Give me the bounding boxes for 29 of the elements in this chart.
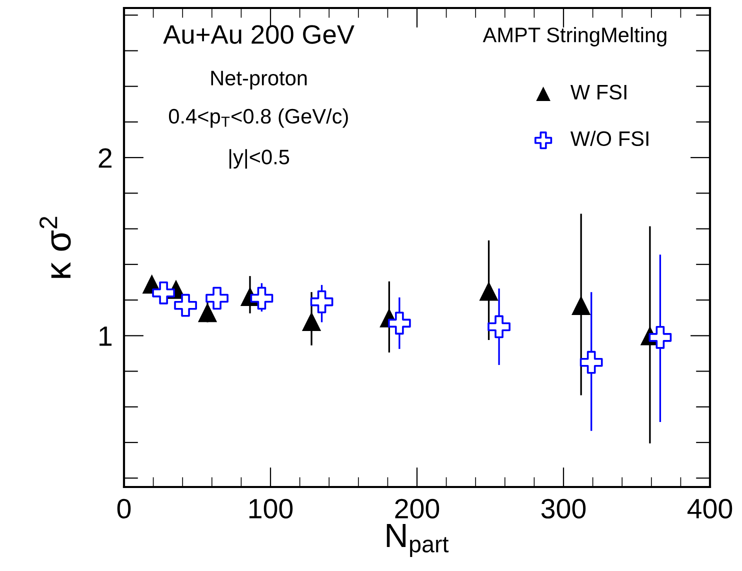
legend-label: W/O FSI bbox=[570, 130, 648, 146]
annotation: Net-proton bbox=[211, 70, 307, 90]
point bbox=[206, 286, 228, 310]
x-tick-label: 300 bbox=[541, 498, 586, 519]
annotation: AMPT StringMelting bbox=[482, 27, 666, 46]
annotation: |y|<0.5 bbox=[229, 149, 290, 169]
point bbox=[302, 312, 322, 331]
point bbox=[174, 294, 197, 317]
annotation: Au+Au 200 GeV bbox=[163, 25, 354, 44]
point bbox=[250, 286, 274, 310]
point bbox=[152, 281, 175, 304]
x-tick-label: 400 bbox=[687, 498, 732, 519]
y-tick-label: 2 bbox=[98, 148, 112, 168]
y-axis-title: κ σ$^{2}$ bbox=[39, 216, 71, 278]
point bbox=[488, 315, 510, 338]
point bbox=[388, 312, 411, 335]
x-axis-title: N$_{part}$ bbox=[386, 524, 449, 558]
point bbox=[580, 350, 603, 374]
y-tick-label: 1 bbox=[100, 326, 112, 346]
point bbox=[479, 282, 498, 301]
x-tick-label: 0 bbox=[117, 498, 131, 519]
annotation: 0.4<p$_{T}$<0.8 (GeV/c) bbox=[168, 108, 348, 128]
legend-label: W FSI bbox=[570, 84, 626, 100]
point bbox=[572, 296, 591, 315]
x-tick-label: 100 bbox=[249, 498, 293, 519]
point bbox=[198, 302, 218, 322]
x-tick-label: 200 bbox=[395, 498, 440, 519]
point bbox=[310, 290, 334, 314]
point bbox=[648, 326, 672, 349]
